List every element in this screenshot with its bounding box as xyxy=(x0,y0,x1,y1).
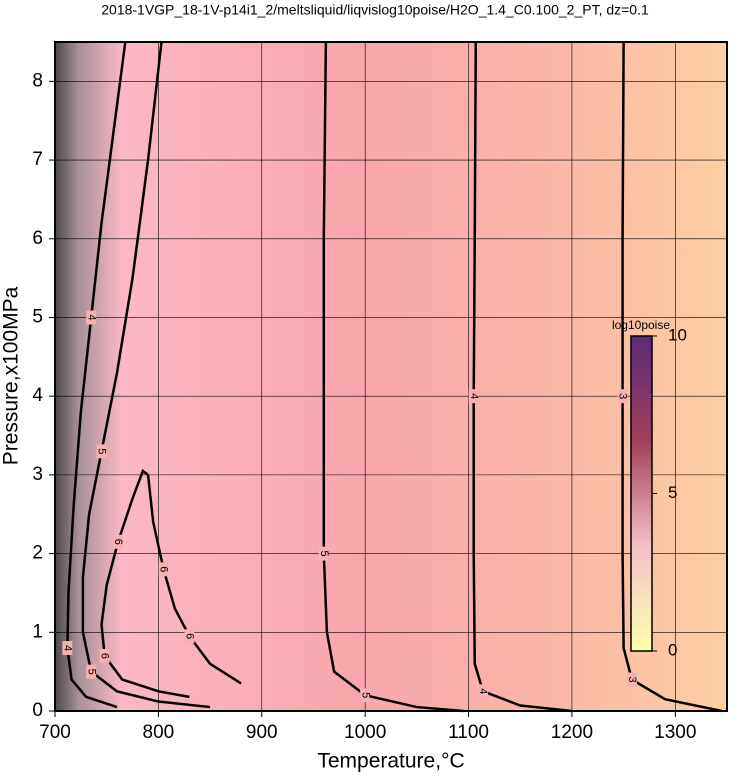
contour-label-bg xyxy=(184,629,195,644)
plot-frame xyxy=(54,41,728,712)
y-tick-label: 6 xyxy=(32,228,43,249)
contour-label-bg xyxy=(318,546,329,561)
contour-label-bg xyxy=(99,648,110,663)
x-tick-label: 1300 xyxy=(654,722,696,743)
colorbar-tick-label: 0 xyxy=(668,640,677,659)
contour-label-bg xyxy=(96,444,107,459)
x-axis-label: Temperature,°C xyxy=(317,750,464,773)
contour-label: 5 xyxy=(96,448,108,454)
contour-line xyxy=(81,41,211,709)
y-tick-label: 2 xyxy=(32,543,43,564)
y-axis-label: Pressure,x100MPa xyxy=(0,286,23,465)
contour-label: 4 xyxy=(468,393,480,399)
contour-label: 5 xyxy=(85,669,97,675)
contour-label: 4 xyxy=(477,688,489,694)
contour-label: 5 xyxy=(359,692,371,698)
y-tick-label: 3 xyxy=(32,464,43,485)
contour-label-bg xyxy=(158,562,169,577)
contour-label: 6 xyxy=(183,633,195,639)
contour-label: 4 xyxy=(85,314,97,320)
x-tick-label: 900 xyxy=(246,722,278,743)
contour-label: 5 xyxy=(318,551,330,557)
contour-label-bg xyxy=(626,672,637,687)
x-tick-label: 1000 xyxy=(344,722,386,743)
y-tick-label: 1 xyxy=(32,621,43,642)
y-tick-label: 5 xyxy=(32,306,43,327)
contour-label-bg xyxy=(360,688,371,703)
contour-line xyxy=(621,41,723,713)
x-tick-label: 800 xyxy=(143,722,175,743)
contour-line xyxy=(100,468,190,699)
contour-label: 6 xyxy=(112,539,124,545)
x-tick-label: 1100 xyxy=(448,722,489,743)
colorbar-tick-label: 5 xyxy=(668,483,677,502)
contour-line xyxy=(322,41,464,713)
x-tick-label: 1200 xyxy=(551,722,593,743)
contour-line xyxy=(472,41,573,713)
colorbar-label: log10poise xyxy=(612,318,670,332)
contour-line xyxy=(66,41,127,709)
y-tick-label: 4 xyxy=(32,385,43,406)
contour-label-bg xyxy=(86,310,97,325)
contour-label-bg xyxy=(113,534,124,549)
colorbar-tick-label: 10 xyxy=(668,325,687,344)
contour-label-bg xyxy=(478,684,489,699)
contour-label-bg xyxy=(86,664,97,679)
contour-label: 3 xyxy=(626,676,638,682)
contour-label: 6 xyxy=(158,566,170,572)
contour-label: 6 xyxy=(99,653,111,659)
contour-label: 4 xyxy=(61,645,73,651)
y-tick-label: 7 xyxy=(32,149,43,170)
x-tick-label: 700 xyxy=(39,722,71,743)
contour-line xyxy=(146,474,242,685)
colorbar xyxy=(630,335,653,652)
contour-label-bg xyxy=(468,389,479,404)
chart-title: 2018-1VGP_18-1V-p14i1_2/meltsliquid/liqv… xyxy=(101,2,649,18)
contour-label-bg xyxy=(617,389,628,404)
y-tick-label: 8 xyxy=(32,70,43,91)
y-tick-label: 0 xyxy=(32,700,43,721)
plot-background xyxy=(55,42,727,711)
contour-label: 3 xyxy=(617,393,629,399)
contour-label-bg xyxy=(62,641,73,656)
